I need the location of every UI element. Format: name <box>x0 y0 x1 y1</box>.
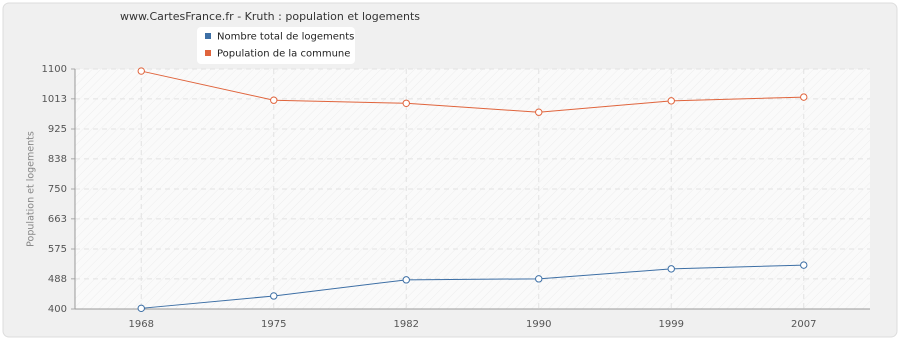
point <box>137 304 145 313</box>
legend <box>197 27 355 64</box>
y-tick-label: 1013 <box>42 94 67 105</box>
legend-swatch <box>205 33 211 39</box>
x-tick-label: 1982 <box>394 319 419 330</box>
y-tick-label: 750 <box>48 184 67 195</box>
point <box>270 96 278 104</box>
y-tick-label: 838 <box>48 154 67 165</box>
y-tick-label: 400 <box>48 304 67 315</box>
chart-title: www.CartesFrance.fr - Kruth : population… <box>120 10 420 23</box>
point <box>667 265 675 273</box>
legend-label: Population de la commune <box>217 49 350 60</box>
y-tick-label: 488 <box>48 274 67 285</box>
point <box>270 292 278 300</box>
series-line <box>141 264 804 309</box>
y-axis-label: Population et logements <box>26 131 37 247</box>
x-tick-label: 1968 <box>129 319 154 330</box>
x-tick-label: 2007 <box>791 319 816 330</box>
point <box>535 108 543 116</box>
point <box>667 97 675 105</box>
point <box>800 261 808 269</box>
x-tick-label: 1999 <box>659 319 684 330</box>
y-tick-label: 575 <box>48 244 67 255</box>
y-tick-label: 1100 <box>42 64 67 75</box>
point <box>137 67 145 75</box>
point <box>800 93 808 101</box>
point <box>402 276 410 284</box>
y-tick-label: 925 <box>48 124 67 135</box>
series-line <box>141 70 804 113</box>
x-tick-label: 1975 <box>261 319 286 330</box>
legend-swatch <box>205 50 211 56</box>
y-tick-label: 663 <box>48 214 67 225</box>
point <box>535 275 543 283</box>
legend-label: Nombre total de logements <box>217 32 354 43</box>
x-tick-label: 1990 <box>526 319 551 330</box>
point <box>402 99 410 107</box>
